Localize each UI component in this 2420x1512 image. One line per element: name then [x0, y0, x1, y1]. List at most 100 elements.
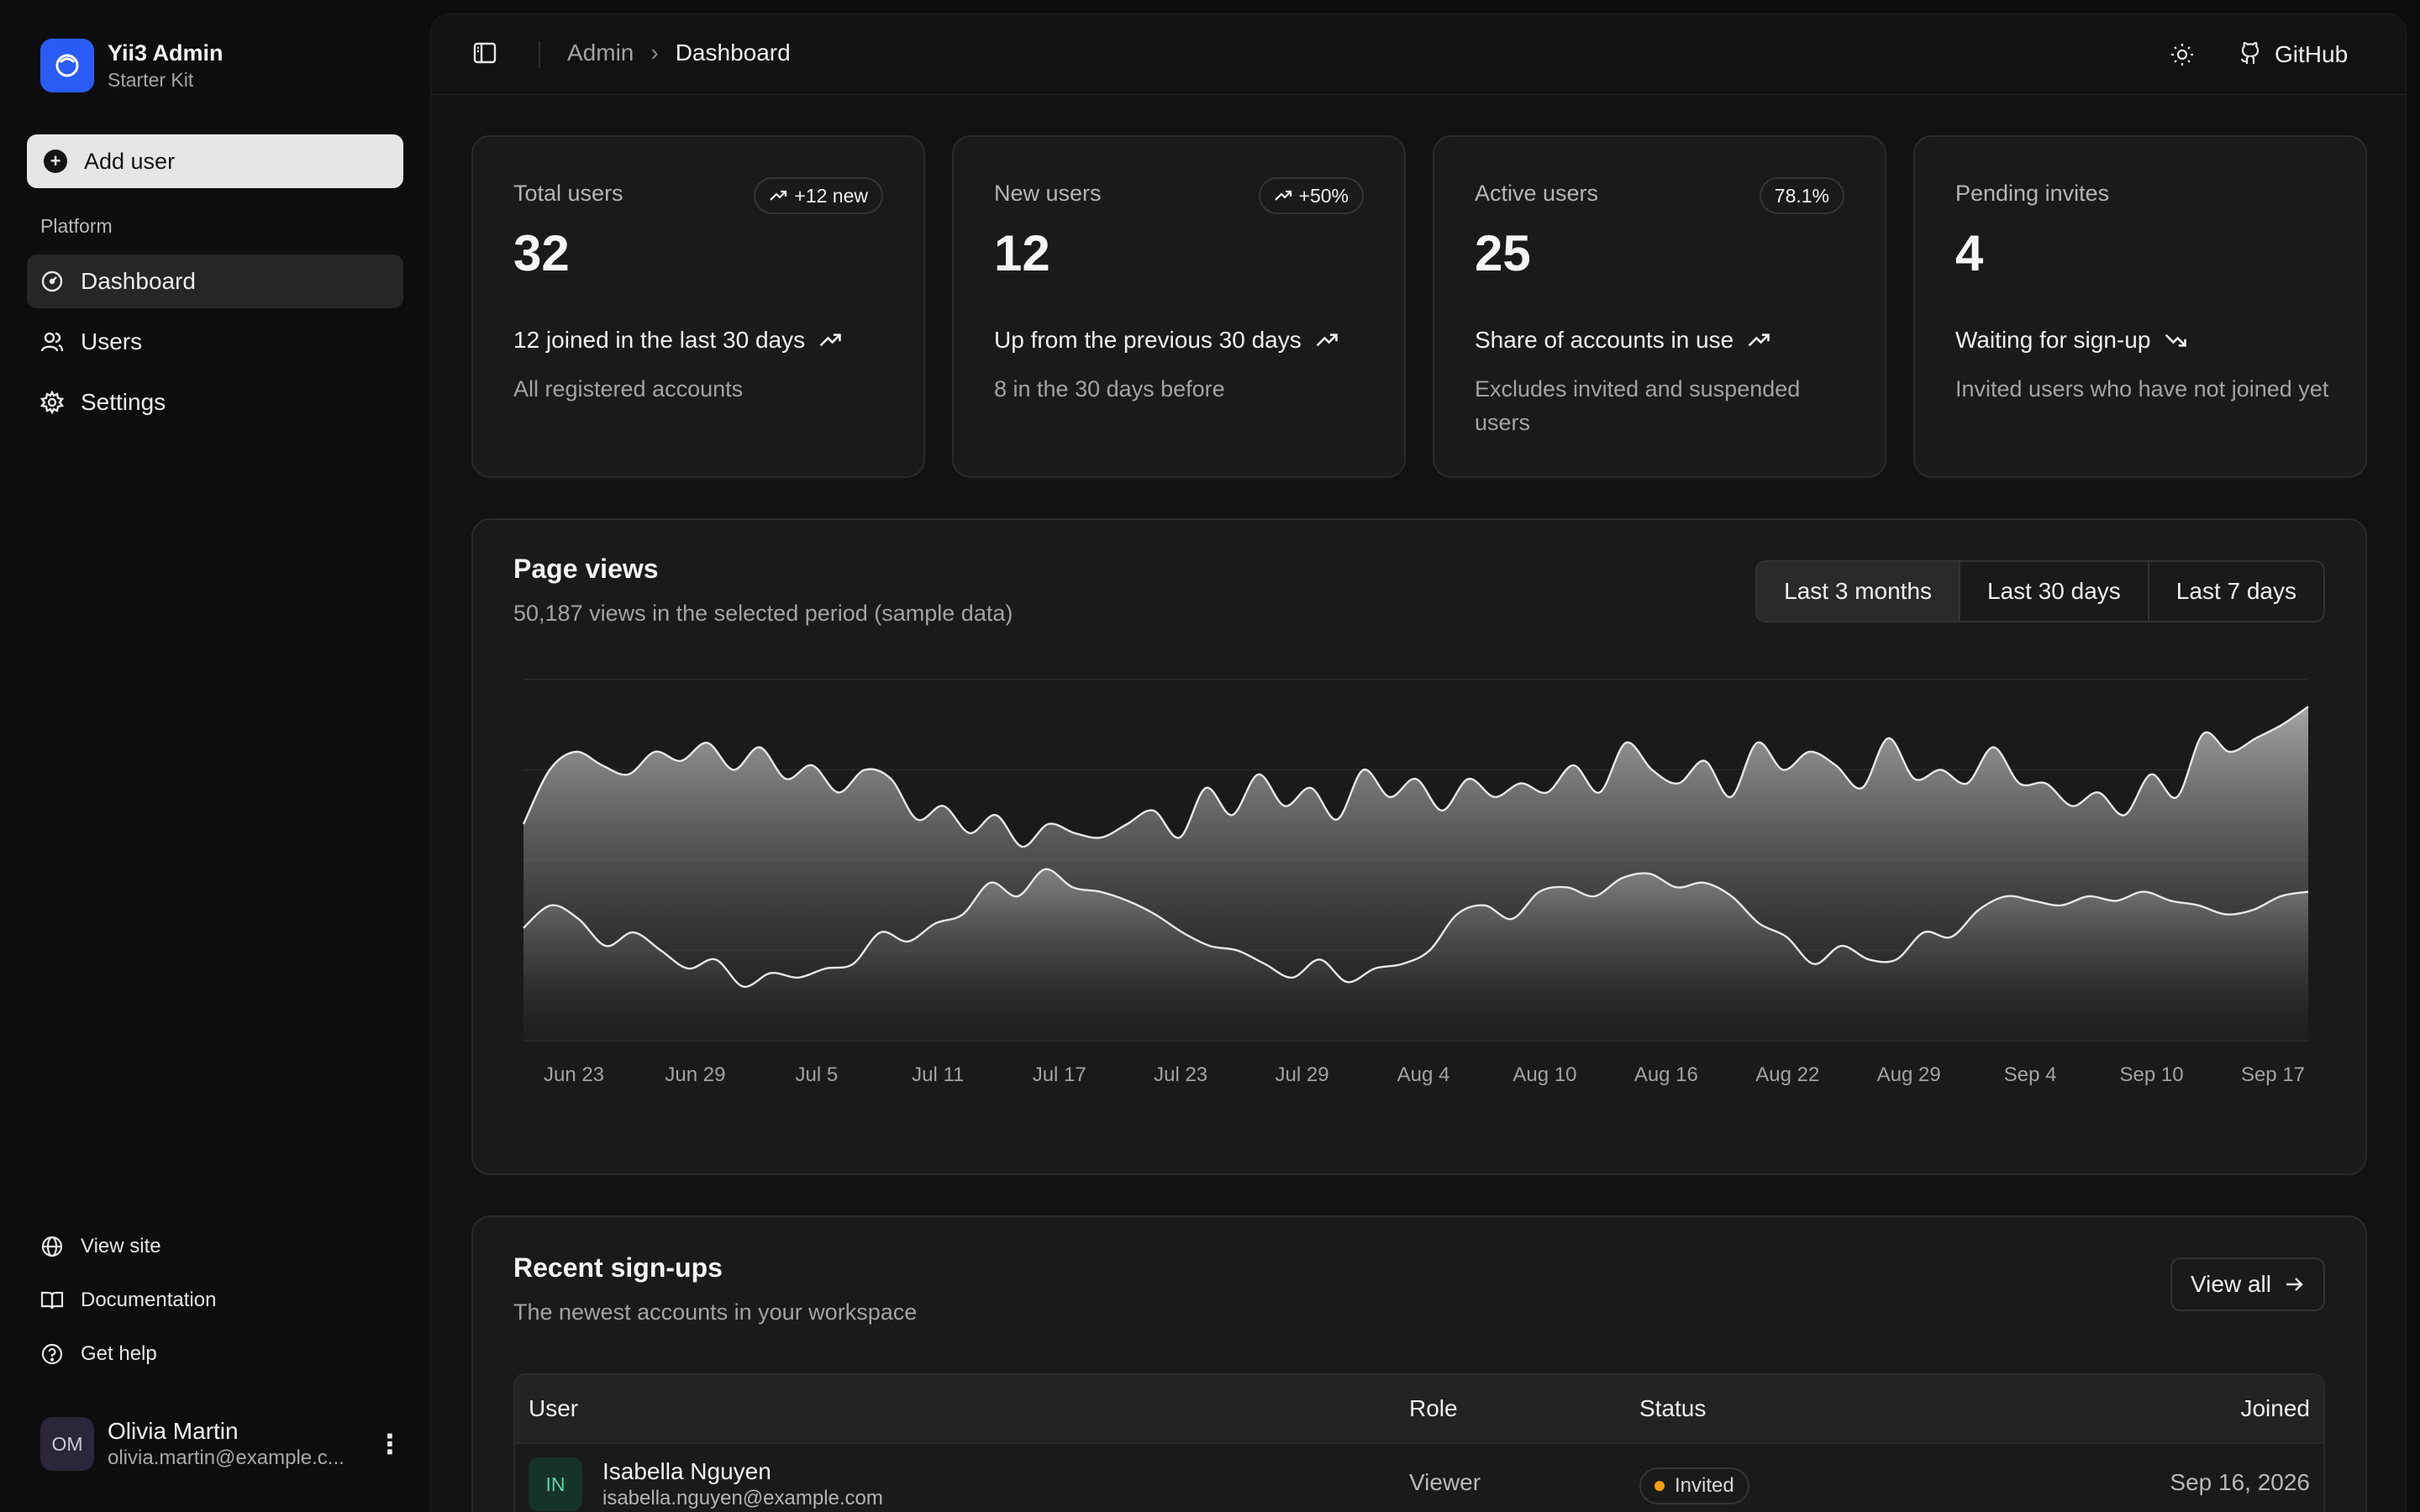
status-badge: Invited — [1639, 1467, 1749, 1504]
user-name: Olivia Martin — [108, 1418, 239, 1444]
x-tick-label: Aug 4 — [1397, 1063, 1450, 1086]
avatar: OM — [40, 1417, 94, 1471]
stat-note-text: 12 joined in the last 30 days — [513, 327, 806, 353]
x-tick-label: Sep 4 — [2004, 1063, 2057, 1086]
chart-subtitle: 50,187 views in the selected period (sam… — [513, 601, 1013, 626]
trend-up-icon — [1274, 190, 1292, 201]
main-content: Admin › Dashboard GitHub Total users 32 … — [430, 13, 2407, 1512]
status-text: Invited — [1675, 1474, 1734, 1497]
sidebar-footer-nav: View site Documentation Get help — [27, 1220, 403, 1381]
stat-label: New users — [994, 181, 1102, 206]
stat-note: Up from the previous 30 days — [994, 327, 1339, 354]
stat-note-text: Waiting for sign-up — [1955, 327, 2151, 353]
breadcrumb: Admin › Dashboard — [567, 39, 791, 66]
stat-note: Share of accounts in use — [1475, 327, 1770, 354]
breadcrumb-current: Dashboard — [675, 39, 791, 66]
documentation-link[interactable]: Documentation — [27, 1273, 403, 1327]
column-header-user[interactable]: User — [529, 1395, 579, 1421]
github-label: GitHub — [2275, 41, 2349, 67]
brand-subtitle: Starter Kit — [108, 69, 194, 91]
stat-note: Waiting for sign-up — [1955, 327, 2187, 354]
range-toggle: Last 3 months Last 30 days Last 7 days — [1755, 560, 2325, 622]
sidebar-item-dashboard[interactable]: Dashboard — [27, 255, 403, 308]
add-user-button[interactable]: + Add user — [27, 134, 403, 188]
trend-up-icon — [770, 190, 787, 201]
stat-note-text: Share of accounts in use — [1475, 327, 1734, 353]
view-site-link[interactable]: View site — [27, 1220, 403, 1273]
table-row[interactable]: IN Isabella Nguyen isabella.nguyen@examp… — [515, 1444, 2323, 1512]
x-tick-label: Aug 16 — [1634, 1063, 1698, 1086]
series-line-2 — [523, 868, 2309, 988]
stat-label: Active users — [1475, 181, 1599, 206]
view-site-label: View site — [81, 1235, 161, 1257]
x-tick-label: Jun 29 — [665, 1063, 725, 1086]
table-header: User Role Status Joined — [515, 1375, 2323, 1444]
range-30-days[interactable]: Last 30 days — [1959, 562, 2148, 621]
sidebar-toggle-icon[interactable] — [471, 39, 498, 71]
stat-sub: Excludes invited and suspended users — [1475, 376, 1801, 435]
sidebar-item-settings[interactable]: Settings — [27, 375, 403, 429]
more-vertical-icon[interactable]: ⋮ — [376, 1429, 403, 1459]
stat-card-pending-invites: Pending invites 4 Waiting for sign-up In… — [1913, 135, 2367, 478]
stat-badge: +12 new — [754, 177, 883, 214]
stat-sub: 8 in the 30 days before — [994, 376, 1225, 402]
section-subtitle: The newest accounts in your workspace — [513, 1299, 918, 1325]
github-button[interactable]: GitHub — [2238, 34, 2348, 75]
stat-label: Pending invites — [1955, 181, 2110, 206]
view-all-label: View all — [2191, 1271, 2271, 1297]
stat-badge-text: +50% — [1298, 184, 1349, 207]
chart-title: Page views — [513, 554, 659, 584]
x-tick-label: Jul 17 — [1033, 1063, 1086, 1086]
add-user-label: Add user — [84, 148, 176, 174]
arrow-right-icon — [2286, 1278, 2303, 1291]
stat-value: 4 — [1955, 225, 1984, 281]
user-cell: IN Isabella Nguyen isabella.nguyen@examp… — [529, 1457, 883, 1511]
trend-up-icon — [1316, 333, 1338, 347]
x-tick-label: Sep 10 — [2120, 1063, 2184, 1086]
user-menu[interactable]: OM Olivia Martin olivia.martin@example.c… — [40, 1416, 403, 1472]
stat-card-total-users: Total users 32 +12 new 12 joined in the … — [471, 135, 925, 478]
range-3-months[interactable]: Last 3 months — [1757, 562, 1960, 621]
column-header-status[interactable]: Status — [1639, 1395, 1707, 1421]
sidebar-nav: Dashboard Users Settings — [27, 255, 403, 436]
stat-value: 32 — [513, 225, 570, 281]
gear-icon — [40, 391, 64, 414]
x-tick-label: Aug 22 — [1755, 1063, 1819, 1086]
x-tick-label: Jul 23 — [1154, 1063, 1207, 1086]
page-views-chart: Jun 23 Jun 29 Jul 5 Jul 11 Jul 17 Jul 23 Jul 2… — [522, 679, 2309, 1086]
logo-icon — [40, 39, 94, 92]
nav-group-label: Platform — [40, 215, 113, 237]
joined-cell: Sep 16, 2026 — [2170, 1469, 2310, 1495]
x-tick-label: Jul 29 — [1276, 1063, 1329, 1086]
documentation-label: Documentation — [81, 1289, 217, 1311]
globe-icon — [41, 1236, 63, 1257]
sun-icon[interactable] — [2167, 39, 2197, 74]
column-header-joined[interactable]: Joined — [2240, 1395, 2310, 1421]
sidebar-item-label: Dashboard — [81, 268, 196, 294]
get-help-link[interactable]: Get help — [27, 1327, 403, 1381]
view-all-button[interactable]: View all — [2170, 1257, 2325, 1311]
stat-note-text: Up from the previous 30 days — [994, 327, 1302, 353]
signups-table: User Role Status Joined IN Isabella Nguy… — [513, 1373, 2325, 1512]
sidebar: Yii3 Admin Starter Kit + Add user Platfo… — [0, 0, 430, 1512]
stat-sub: All registered accounts — [513, 376, 744, 402]
x-tick-label: Aug 10 — [1512, 1063, 1576, 1086]
x-tick-label: Sep 17 — [2241, 1063, 2305, 1086]
stat-badge: +50% — [1258, 177, 1364, 214]
sidebar-item-label: Settings — [81, 389, 166, 415]
sidebar-item-users[interactable]: Users — [27, 315, 403, 369]
user-email: olivia.martin@example.c... — [108, 1446, 345, 1469]
page-views-card: Page views 50,187 views in the selected … — [471, 518, 2367, 1175]
user-email: isabella.nguyen@example.com — [602, 1487, 883, 1509]
brand[interactable]: Yii3 Admin Starter Kit — [40, 39, 224, 92]
series-line-1 — [522, 706, 2309, 848]
x-tick-label: Jul 11 — [912, 1063, 964, 1086]
chevron-right-icon: › — [650, 39, 659, 66]
breadcrumb-admin[interactable]: Admin — [567, 39, 634, 66]
stat-note: 12 joined in the last 30 days — [513, 327, 842, 354]
range-7-days[interactable]: Last 7 days — [2147, 562, 2323, 621]
recent-signups-card: Recent sign-ups The newest accounts in y… — [471, 1215, 2367, 1512]
plus-circle-icon: + — [44, 150, 67, 173]
get-help-label: Get help — [81, 1342, 157, 1365]
column-header-role[interactable]: Role — [1409, 1395, 1458, 1421]
